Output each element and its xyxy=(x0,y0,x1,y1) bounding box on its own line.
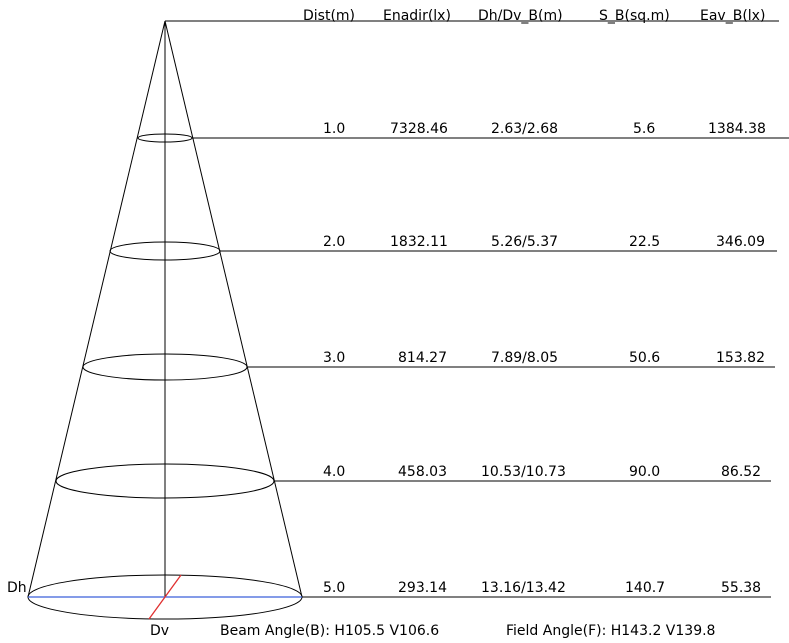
row-2-sb: 22.5 xyxy=(629,234,661,250)
row-1-enadir: 7328.46 xyxy=(390,121,448,137)
row-5-enadir: 293.14 xyxy=(398,580,447,596)
beam-angle-label: Beam Angle(B): H105.5 V106.6 xyxy=(220,623,440,639)
row-4-enadir: 458.03 xyxy=(398,464,447,480)
header-eav: Eav_B(lx) xyxy=(700,8,766,24)
row-4-dhdv: 10.53/10.73 xyxy=(481,464,566,480)
row-5-dist: 5.0 xyxy=(323,580,346,596)
row-4-sb: 90.0 xyxy=(629,464,661,480)
row-3-enadir: 814.27 xyxy=(398,350,447,366)
row-2-dist: 2.0 xyxy=(323,234,346,250)
row-3-dist: 3.0 xyxy=(323,350,346,366)
row-3-sb: 50.6 xyxy=(629,350,661,366)
row-4-dist: 4.0 xyxy=(323,464,346,480)
row-5-sb: 140.7 xyxy=(625,580,666,596)
header-enadir: Enadir(lx) xyxy=(383,8,451,24)
dv-diameter-line xyxy=(148,574,182,620)
row-1-dhdv: 2.63/2.68 xyxy=(491,121,559,137)
dh-label: Dh xyxy=(7,580,27,596)
header-sb: S_B(sq.m) xyxy=(599,8,670,24)
row-3-eav: 153.82 xyxy=(716,350,765,366)
row-4-eav: 86.52 xyxy=(721,464,762,480)
cone-left-side xyxy=(27,20,166,598)
row-2-eav: 346.09 xyxy=(716,234,765,250)
row-1-dist: 1.0 xyxy=(323,121,346,137)
row-5-eav: 55.38 xyxy=(721,580,762,596)
header-dhdv: Dh/Dv_B(m) xyxy=(478,8,563,24)
cone-right-side xyxy=(164,20,303,598)
dv-label: Dv xyxy=(150,623,170,639)
row-2-dhdv: 5.26/5.37 xyxy=(491,234,559,250)
row-3-dhdv: 7.89/8.05 xyxy=(491,350,559,366)
row-5-dhdv: 13.16/13.42 xyxy=(481,580,566,596)
row-1-sb: 5.6 xyxy=(633,121,656,137)
row-1-eav: 1384.38 xyxy=(708,121,766,137)
header-dist: Dist(m) xyxy=(303,8,356,24)
field-angle-label: Field Angle(F): H143.2 V139.8 xyxy=(506,623,716,639)
row-2-enadir: 1832.11 xyxy=(390,234,448,250)
